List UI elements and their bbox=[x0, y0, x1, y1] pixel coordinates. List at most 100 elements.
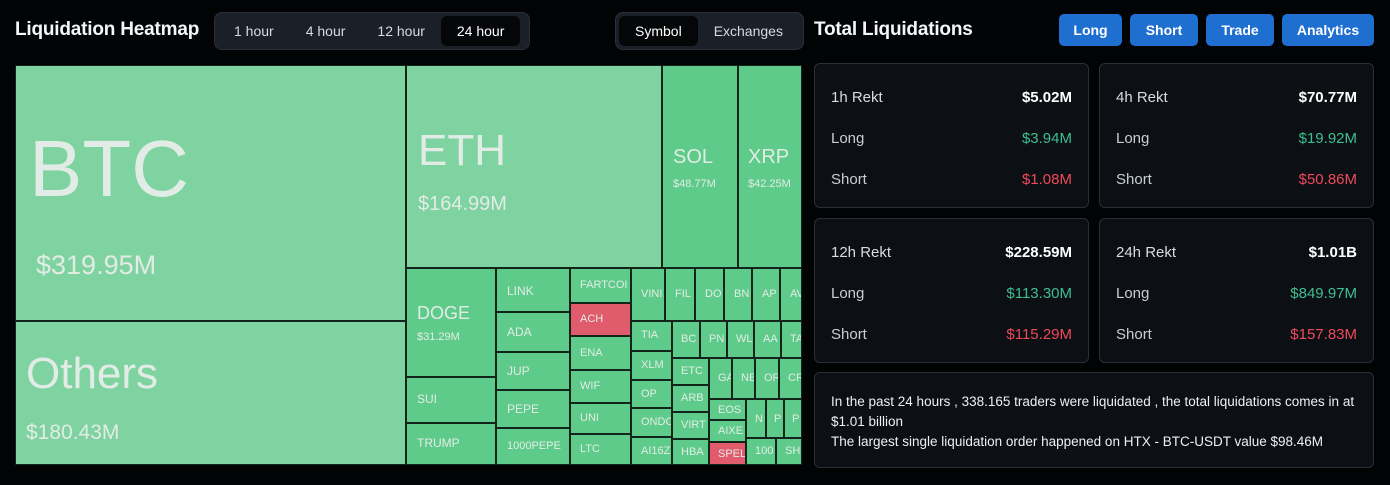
tile-eos[interactable]: EOS bbox=[709, 399, 746, 420]
tile-symbol: PN bbox=[709, 333, 725, 345]
tile-vine[interactable]: VINI bbox=[631, 268, 665, 321]
tab-4-hour[interactable]: 4 hour bbox=[305, 23, 346, 39]
card-4h-rekt: 4h Rekt $70.77M Long $19.92M Short $50.8… bbox=[1099, 63, 1374, 208]
tile-100[interactable]: 100 bbox=[746, 438, 776, 465]
tile-symbol: SH bbox=[785, 445, 801, 457]
tile-ga[interactable]: GA bbox=[709, 358, 732, 399]
tile-symbol: XLM bbox=[641, 359, 664, 371]
tile-wif[interactable]: WIF bbox=[570, 370, 631, 403]
tile-symbol: JUP bbox=[507, 364, 530, 378]
tab-12-hour[interactable]: 12 hour bbox=[377, 23, 425, 39]
tile-n[interactable]: N bbox=[746, 399, 766, 438]
card-24h-rekt: 24h Rekt $1.01B Long $849.97M Short $157… bbox=[1099, 218, 1374, 363]
tile-avax[interactable]: AV bbox=[780, 268, 802, 321]
tile-symbol: OP bbox=[641, 388, 657, 400]
tile-ach[interactable]: ACH bbox=[570, 303, 631, 336]
tile-uni[interactable]: UNI bbox=[570, 403, 631, 434]
tile-symbol: DOGE bbox=[417, 303, 471, 323]
tile-1000pepe[interactable]: 1000PEPE bbox=[496, 428, 570, 465]
long-value: $19.92M bbox=[1298, 130, 1357, 147]
long-button[interactable]: Long bbox=[1059, 14, 1122, 46]
tile-tia[interactable]: TIA bbox=[631, 321, 672, 351]
tile-virtual[interactable]: VIRT bbox=[672, 412, 709, 439]
tile-cr[interactable]: CR bbox=[779, 358, 802, 399]
tile-symbol: OR bbox=[764, 372, 779, 384]
short-value: $1.08M bbox=[1021, 171, 1072, 188]
tile-tao[interactable]: TA bbox=[781, 321, 802, 358]
tile-symbol: XRP bbox=[748, 146, 790, 168]
tile-pnut[interactable]: PN bbox=[700, 321, 727, 358]
tile-bch[interactable]: BC bbox=[672, 321, 700, 358]
tile-wld[interactable]: WL bbox=[727, 321, 754, 358]
tile-pepe[interactable]: PEPE bbox=[496, 390, 570, 428]
tab-exchanges[interactable]: Exchanges bbox=[713, 23, 783, 39]
tile-sol[interactable]: SOL $48.77M bbox=[662, 65, 738, 268]
tile-symbol: ENA bbox=[580, 347, 603, 359]
tile-symbol: SUI bbox=[417, 392, 438, 406]
tile-symbol: WIF bbox=[580, 380, 601, 392]
long-value: $849.97M bbox=[1290, 285, 1357, 302]
tile-value: $164.99M bbox=[418, 193, 507, 215]
short-button[interactable]: Short bbox=[1130, 14, 1198, 46]
tile-eth[interactable]: ETH $164.99M bbox=[406, 65, 662, 268]
tile-symbol: CR bbox=[788, 372, 801, 384]
tile-fil[interactable]: FIL bbox=[665, 268, 695, 321]
card-total: $1.01B bbox=[1308, 244, 1357, 261]
tile-apt[interactable]: AP bbox=[752, 268, 780, 321]
tile-symbol: AV bbox=[790, 288, 801, 300]
tile-symbol: WL bbox=[736, 333, 753, 345]
trade-button[interactable]: Trade bbox=[1206, 14, 1274, 46]
tile-ada[interactable]: ADA bbox=[496, 312, 570, 352]
view-mode-selector: Symbol Exchanges bbox=[615, 12, 804, 50]
tile-p[interactable]: P bbox=[766, 399, 784, 438]
tile-link[interactable]: LINK bbox=[496, 268, 570, 312]
tile-symbol: FARTCOI bbox=[580, 279, 628, 291]
tile-sh[interactable]: SH bbox=[776, 438, 802, 465]
tile-symbol: AA bbox=[763, 333, 778, 345]
tile-symbol: AIXE bbox=[718, 425, 744, 437]
tile-p2[interactable]: P bbox=[784, 399, 802, 438]
analytics-button[interactable]: Analytics bbox=[1282, 14, 1374, 46]
tile-or[interactable]: OR bbox=[755, 358, 779, 399]
tile-trump[interactable]: TRUMP bbox=[406, 423, 496, 465]
tile-symbol: VINI bbox=[641, 288, 663, 300]
tile-ena[interactable]: ENA bbox=[570, 336, 631, 370]
tile-doge[interactable]: DOGE $31.29M bbox=[406, 268, 496, 377]
tab-1-hour[interactable]: 1 hour bbox=[234, 23, 274, 39]
tile-jup[interactable]: JUP bbox=[496, 352, 570, 390]
tile-ondo[interactable]: ONDO bbox=[631, 408, 672, 437]
long-label: Long bbox=[831, 130, 865, 147]
tile-aave[interactable]: AA bbox=[754, 321, 781, 358]
tile-btc[interactable]: BTC $319.95M bbox=[15, 65, 406, 321]
tile-fartcoin[interactable]: FARTCOI bbox=[570, 268, 631, 303]
tile-sui[interactable]: SUI bbox=[406, 377, 496, 423]
tile-aixbt[interactable]: AIXE bbox=[709, 420, 746, 442]
card-label: 1h Rekt bbox=[831, 89, 883, 106]
long-value: $3.94M bbox=[1021, 130, 1072, 147]
tile-xrp[interactable]: XRP $42.25M bbox=[738, 65, 802, 268]
tile-bnb[interactable]: BN bbox=[724, 268, 752, 321]
tile-spell[interactable]: SPEL bbox=[709, 442, 746, 465]
tile-symbol: TIA bbox=[641, 329, 659, 341]
tile-etc[interactable]: ETC bbox=[672, 358, 709, 385]
tile-symbol: LINK bbox=[507, 284, 534, 298]
tile-dot[interactable]: DO bbox=[695, 268, 724, 321]
tab-symbol[interactable]: Symbol bbox=[619, 16, 698, 46]
tile-arb[interactable]: ARB bbox=[672, 385, 709, 412]
long-label: Long bbox=[1116, 130, 1150, 147]
tile-symbol: TRUMP bbox=[417, 436, 460, 450]
card-label: 12h Rekt bbox=[831, 244, 892, 261]
tile-symbol: GA bbox=[718, 372, 731, 384]
card-label: 4h Rekt bbox=[1116, 89, 1168, 106]
tile-others[interactable]: Others $180.43M bbox=[15, 321, 406, 465]
tile-xlm[interactable]: XLM bbox=[631, 351, 672, 380]
tile-op[interactable]: OP bbox=[631, 380, 672, 408]
tab-24-hour[interactable]: 24 hour bbox=[440, 16, 521, 46]
tile-ne[interactable]: NE bbox=[732, 358, 755, 399]
card-label: 24h Rekt bbox=[1116, 244, 1177, 261]
tile-symbol: 1000PEPE bbox=[507, 440, 561, 452]
tile-ai16z[interactable]: AI16Z bbox=[631, 437, 672, 465]
tile-symbol: BC bbox=[681, 333, 697, 345]
tile-ltc[interactable]: LTC bbox=[570, 434, 631, 465]
tile-hbar[interactable]: HBA bbox=[672, 439, 709, 465]
